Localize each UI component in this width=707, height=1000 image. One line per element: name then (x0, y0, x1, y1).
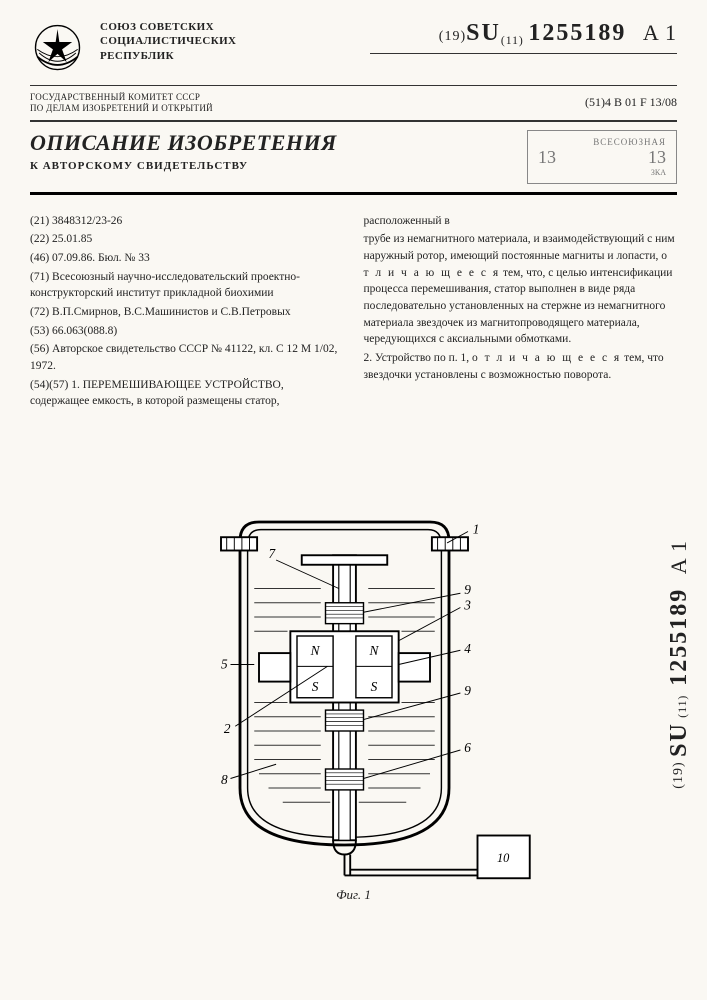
page: СОЮЗ СОВЕТСКИХ СОЦИАЛИСТИЧЕСКИХ РЕСПУБЛИ… (0, 0, 707, 1000)
magnet-n2: N (368, 643, 379, 658)
figure-caption: Фиг. 1 (30, 887, 677, 903)
stamp-right: 13 (648, 147, 666, 168)
label-2: 2 (223, 720, 230, 735)
claim2: 2. Устройство по п. 1, о т л и ч а ю щ е… (364, 350, 678, 383)
doc-su: SU (466, 20, 501, 46)
label-8: 8 (221, 772, 228, 787)
field-56: (56) Авторское свидетельство СССР № 4112… (30, 341, 344, 374)
doc-subtitle: К АВТОРСКОМУ СВИДЕТЕЛЬСТВУ (30, 160, 507, 172)
doc-suffix: A 1 (643, 20, 677, 45)
ipc-code: (51)4 B 01 F 13/08 (213, 95, 677, 110)
doc-number-block: (19)SU(11) 1255189 A 1 (370, 20, 677, 54)
label-9b: 9 (464, 682, 471, 697)
ipc-value: B 01 F 13/08 (614, 95, 677, 109)
magnet-s2: S (370, 679, 377, 694)
label-9a: 9 (464, 582, 471, 597)
mixing-device-diagram: N N S S 10 (164, 503, 544, 883)
side-doc-number: (19) SU (11) 1255189 A 1 (666, 540, 693, 789)
label-1: 1 (472, 521, 479, 536)
doc-prefix: (19) (439, 29, 466, 44)
figure-1: N N S S 10 (30, 503, 677, 903)
stamp-top: ВСЕСОЮЗНАЯ (538, 137, 666, 147)
header-top: СОЮЗ СОВЕТСКИХ СОЦИАЛИСТИЧЕСКИХ РЕСПУБЛИ… (30, 20, 677, 86)
title-row: ОПИСАНИЕ ИЗОБРЕТЕНИЯ К АВТОРСКОМУ СВИДЕТ… (30, 121, 677, 195)
magnet-n1: N (309, 643, 320, 658)
ipc-row: ГОСУДАРСТВЕННЫЙ КОМИТЕТ СССР ПО ДЕЛАМ ИЗ… (30, 86, 677, 121)
magnet-s1: S (311, 679, 318, 694)
label-7: 7 (268, 546, 276, 561)
doc-number: 1255189 (528, 20, 626, 46)
label-4: 4 (464, 641, 471, 656)
field-46: (46) 07.09.86. Бюл. № 33 (30, 250, 344, 267)
doc-title: ОПИСАНИЕ ИЗОБРЕТЕНИЯ (30, 130, 507, 156)
label-6: 6 (464, 739, 471, 754)
field-21: (21) 3848312/23-26 (30, 213, 344, 230)
body-columns: (21) 3848312/23-26 (22) 25.01.85 (46) 07… (30, 213, 677, 493)
stamp-box: ВСЕСОЮЗНАЯ 13 13 ЗКА (527, 130, 677, 184)
field-22: (22) 25.01.85 (30, 231, 344, 248)
field-53: (53) 66.063(088.8) (30, 323, 344, 340)
field-71: (71) Всесоюзный научно-исследовательский… (30, 269, 344, 302)
stamp-left: 13 (538, 147, 556, 168)
doc-sub: (11) (501, 34, 524, 47)
claim1-cont: трубе из немагнитного материала, и взаим… (364, 231, 678, 348)
label-3: 3 (463, 597, 471, 612)
ussr-emblem-icon (30, 20, 85, 75)
label-5: 5 (221, 656, 228, 671)
field-72: (72) В.П.Смирнов, В.С.Машинистов и С.В.П… (30, 304, 344, 321)
ipc-prefix: (51)4 (585, 95, 611, 109)
committee-text: ГОСУДАРСТВЕННЫЙ КОМИТЕТ СССР ПО ДЕЛАМ ИЗ… (30, 92, 213, 114)
issuer-text: СОЮЗ СОВЕТСКИХ СОЦИАЛИСТИЧЕСКИХ РЕСПУБЛИ… (100, 20, 355, 63)
label-10: 10 (496, 851, 509, 865)
stamp-bot: ЗКА (538, 168, 666, 177)
